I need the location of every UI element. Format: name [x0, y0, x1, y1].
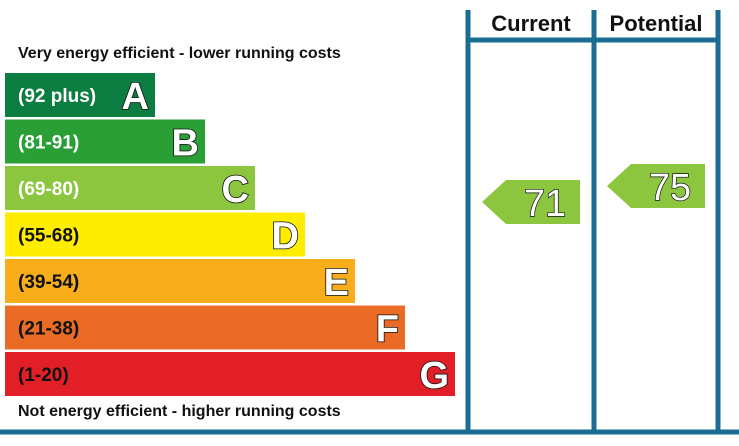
band-b-bar [5, 119, 205, 164]
band-g: (1-20) G [5, 352, 455, 398]
band-f-range: (21-38) [18, 319, 79, 340]
current-rating-arrow-value: 71 [524, 183, 566, 225]
band-d-bar [5, 212, 305, 257]
band-d-range: (55-68) [18, 226, 79, 247]
potential-rating-arrow-value: 75 [649, 167, 691, 209]
band-b-range: (81-91) [18, 133, 79, 154]
band-e-range: (39-54) [18, 272, 79, 293]
bottom-caption: Not energy efficient - higher running co… [18, 403, 341, 420]
potential-rating-arrow: 75 [607, 164, 705, 210]
band-f: (21-38) F [5, 305, 405, 351]
band-a-bar [5, 73, 155, 117]
band-e: (39-54) E [5, 259, 355, 305]
rating-columns-frame [0, 10, 739, 435]
band-e-bar [5, 259, 355, 303]
potential-rating-arrow-shape [607, 164, 705, 208]
band-e-letter: E [324, 262, 349, 304]
band-d-letter: D [272, 216, 299, 258]
band-a-range: (92 plus) [18, 86, 96, 107]
current-rating-arrow: 71 [482, 180, 580, 226]
band-f-bar [5, 305, 405, 350]
band-d: (55-68) D [5, 212, 305, 258]
current-rating-arrow-shape [482, 180, 580, 224]
top-caption: Very energy efficient - lower running co… [18, 45, 341, 62]
band-g-range: (1-20) [18, 365, 69, 386]
rating-bands: (92 plus) A(81-91) B(69-80) C(55-68) D(39-54… [5, 73, 455, 398]
potential-column-header: Potential [610, 11, 703, 36]
band-c: (69-80) C [5, 166, 255, 212]
band-b-letter: B [172, 123, 199, 165]
band-f-letter: F [376, 309, 399, 351]
rating-markers: 71 75 [482, 164, 705, 226]
band-b: (81-91) B [5, 119, 205, 165]
band-g-bar [5, 352, 455, 396]
band-a-letter: A [122, 76, 149, 118]
band-g-letter: G [419, 355, 449, 397]
band-c-letter: C [222, 169, 249, 211]
band-a: (92 plus) A [5, 73, 155, 119]
band-c-range: (69-80) [18, 179, 79, 200]
band-c-bar [5, 166, 255, 210]
current-column-header: Current [491, 11, 571, 36]
